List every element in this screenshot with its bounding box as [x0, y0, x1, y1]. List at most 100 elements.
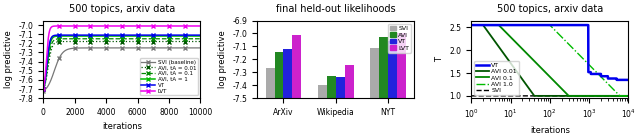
VT	[92, 34, 100, 36]
AVI 0.1	[467, 24, 475, 26]
SVI (baseline)	[196, 47, 204, 49]
Bar	[327, 76, 336, 98]
AVI, tA = 0.1	[188, 38, 196, 40]
AVI 1.0	[585, 63, 593, 65]
AVI 0.01	[496, 47, 504, 49]
AVI 0.01	[562, 95, 570, 97]
LVT	[49, 26, 56, 27]
VT	[612, 79, 620, 81]
AVI, tA = 0.1	[116, 38, 124, 40]
Bar	[345, 64, 354, 98]
Bar	[284, 49, 292, 98]
AVI 1.0	[496, 24, 504, 26]
AVI, tA = 0.1	[70, 38, 78, 40]
Line: AVI 1.0: AVI 1.0	[471, 25, 628, 96]
VT	[46, 41, 54, 43]
AVI 0.01	[625, 95, 632, 97]
Y-axis label: log predictive: log predictive	[4, 30, 13, 88]
AVI, tA = 0.1	[40, 87, 48, 88]
AVI 0.1	[496, 25, 504, 27]
AVI, tA = 0.01	[40, 87, 48, 88]
LVT	[116, 25, 124, 27]
AVI, tA = 0.1	[46, 50, 54, 52]
AVI, tA = 1	[40, 86, 48, 88]
VT	[116, 34, 124, 36]
Bar	[397, 33, 406, 98]
AVI 0.01	[531, 95, 538, 97]
SVI	[527, 95, 535, 97]
LVT	[40, 85, 48, 86]
AVI 1.0	[527, 24, 535, 26]
AVI, tA = 0.1	[40, 89, 47, 90]
Y-axis label: log predictive: log predictive	[218, 30, 227, 88]
VT	[527, 24, 535, 26]
AVI 0.01	[585, 95, 593, 97]
AVI, tA = 1	[70, 35, 78, 37]
AVI 0.1	[564, 95, 572, 97]
LVT	[40, 88, 47, 90]
VT	[40, 86, 48, 88]
AVI, tA = 0.01	[40, 88, 47, 90]
AVI 0.01	[570, 95, 577, 97]
Y-axis label: T: T	[435, 57, 444, 62]
AVI 1.0	[616, 95, 623, 97]
SVI	[596, 95, 604, 97]
Bar	[336, 77, 345, 98]
AVI, tA = 1	[196, 35, 204, 37]
AVI, tA = 0.01	[46, 55, 54, 57]
LVT	[196, 25, 204, 27]
AVI, tA = 1	[40, 88, 47, 90]
AVI, tA = 0.01	[188, 41, 196, 42]
AVI, tA = 0.01	[114, 41, 122, 42]
Line: LVT: LVT	[41, 24, 202, 91]
VT	[570, 24, 577, 26]
VT	[596, 73, 604, 75]
VT	[188, 34, 196, 36]
Bar	[292, 35, 301, 98]
SVI (baseline)	[49, 75, 56, 76]
Title: 500 topics, arxiv data: 500 topics, arxiv data	[68, 4, 175, 14]
SVI (baseline)	[188, 47, 196, 49]
LVT	[70, 25, 78, 27]
AVI, tA = 0.01	[49, 45, 56, 47]
SVI (baseline)	[186, 47, 194, 49]
Line: AVI, tA = 0.1: AVI, tA = 0.1	[41, 37, 202, 92]
X-axis label: iterations: iterations	[102, 122, 142, 131]
VT	[467, 24, 475, 26]
AVI 0.1	[562, 92, 570, 94]
Line: SVI (baseline): SVI (baseline)	[41, 46, 202, 93]
Bar	[380, 37, 388, 98]
AVI 0.1	[570, 95, 577, 97]
SVI	[625, 95, 632, 97]
X-axis label: iterations: iterations	[530, 126, 570, 135]
AVI 1.0	[467, 24, 475, 26]
Line: VT: VT	[41, 33, 202, 91]
VT	[625, 79, 632, 81]
AVI, tA = 0.01	[116, 41, 124, 42]
AVI 0.1	[527, 57, 535, 59]
Bar	[371, 48, 380, 98]
AVI, tA = 0.01	[70, 41, 78, 42]
Legend: SVI, AVI, VT, LVT: SVI, AVI, VT, LVT	[388, 24, 412, 53]
AVI 0.1	[625, 95, 632, 97]
Bar	[275, 52, 284, 98]
VT	[496, 24, 504, 26]
AVI 1.0	[596, 76, 604, 77]
Title: 500 topics, arxiv data: 500 topics, arxiv data	[497, 4, 603, 14]
AVI 1.0	[570, 48, 577, 50]
Line: AVI, tA = 0.01: AVI, tA = 0.01	[41, 39, 202, 91]
AVI, tA = 1	[98, 35, 106, 37]
Bar	[318, 85, 327, 98]
SVI (baseline)	[116, 47, 124, 49]
Line: AVI 0.1: AVI 0.1	[471, 25, 628, 96]
AVI 0.1	[585, 95, 593, 97]
Title: final held-out likelihoods: final held-out likelihoods	[276, 4, 396, 14]
SVI	[570, 95, 577, 97]
AVI, tA = 0.1	[196, 38, 204, 40]
Line: VT: VT	[471, 25, 628, 80]
AVI, tA = 1	[188, 35, 196, 37]
AVI, tA = 1	[49, 37, 56, 39]
AVI 0.01	[596, 95, 604, 97]
VT	[40, 88, 47, 90]
AVI, tA = 1	[46, 44, 54, 46]
